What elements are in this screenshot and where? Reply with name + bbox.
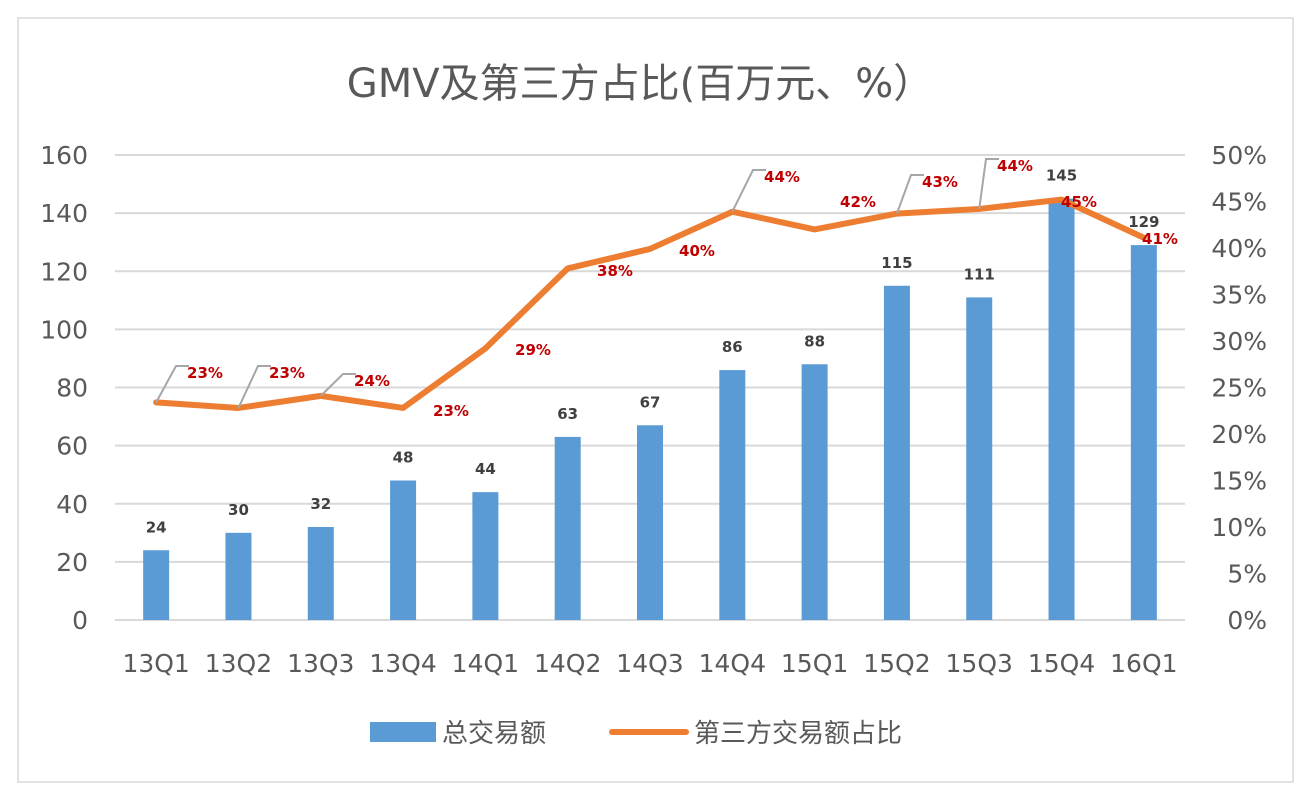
y-left-tick-label: 0 [72,606,88,635]
bar-data-label: 111 [964,265,995,283]
bar [307,527,334,620]
line-data-label: 38% [597,262,633,280]
bar-data-label: 86 [722,338,743,356]
bar [390,480,417,620]
x-tick-label: 14Q1 [452,649,519,678]
y-left-tick-label: 80 [56,374,88,403]
legend-line-label: 第三方交易额占比 [694,719,902,749]
leader-line [320,373,356,397]
line-data-label: 41% [1142,230,1178,248]
x-tick-label: 14Q3 [616,649,683,678]
bar-data-label: 67 [640,393,661,411]
bar [719,370,746,620]
bar-data-label: 32 [310,495,331,513]
line-data-label: 40% [679,242,715,260]
x-tick-label: 13Q4 [369,649,436,678]
line-data-label: 44% [997,157,1033,175]
line-data-label: 24% [354,372,390,390]
y-right-tick-label: 25% [1211,374,1267,403]
y-right-tick-label: 15% [1211,467,1267,496]
y-right-tick-label: 50% [1211,141,1267,170]
bar-data-label: 24 [146,518,167,536]
line-data-label: 42% [840,193,876,211]
bar [966,297,993,620]
x-tick-label: 16Q1 [1110,649,1177,678]
line-data-label: 23% [269,364,305,382]
y-left-tick-label: 40 [56,490,88,519]
leader-line [237,365,271,409]
line-data-label: 23% [187,364,223,382]
x-tick-label: 15Q3 [946,649,1013,678]
bar [883,285,910,620]
y-right-tick-label: 30% [1211,327,1267,356]
line-data-label: 44% [764,168,800,186]
y-left-tick-label: 60 [56,432,88,461]
y-right-tick-label: 20% [1211,420,1267,449]
y-right-tick-label: 40% [1211,234,1267,263]
line-data-label: 29% [515,341,551,359]
legend-bar-label: 总交易额 [442,719,546,749]
leader-line [895,174,924,214]
bar-data-label: 48 [393,449,414,467]
y-left-tick-label: 20 [56,548,88,577]
bar-data-label: 129 [1128,213,1159,231]
x-tick-label: 14Q2 [534,649,601,678]
x-tick-label: 15Q1 [781,649,848,678]
bar [1130,245,1157,620]
x-tick-label: 13Q1 [122,649,189,678]
x-tick-label: 13Q3 [287,649,354,678]
y-left-tick-label: 140 [40,199,88,228]
line-data-label: 43% [922,173,958,191]
chart-title: GMV及第三方占比(百万元、%） [347,61,933,107]
y-right-tick-label: 5% [1227,560,1267,589]
bar [1048,198,1075,620]
bar [637,425,663,620]
bar [472,492,499,620]
x-tick-label: 15Q2 [863,649,930,678]
y-right-tick-label: 10% [1211,513,1267,542]
y-left-tick-label: 120 [40,257,88,286]
bar-data-label: 115 [881,254,912,272]
bar [143,550,170,620]
y-left-tick-label: 160 [40,141,88,170]
leader-line [731,169,766,213]
y-left-tick-label: 100 [40,315,88,344]
x-tick-label: 15Q4 [1028,649,1095,678]
chart-frame [17,17,1294,783]
bar-data-label: 63 [557,405,578,423]
bar-data-label: 44 [475,460,496,478]
line-data-label: 45% [1061,193,1097,211]
bar-data-label: 88 [804,332,825,350]
y-right-tick-label: 45% [1211,188,1267,217]
bar [554,436,581,620]
x-tick-label: 14Q4 [699,649,766,678]
leader-line [978,158,999,210]
bar [225,532,252,620]
x-tick-label: 13Q2 [205,649,272,678]
legend-bar-swatch [370,722,436,742]
line-data-label: 23% [433,402,469,420]
bar-data-label: 30 [228,501,249,519]
bar [801,364,828,620]
y-right-tick-label: 0% [1227,606,1267,635]
leader-line [155,365,189,403]
bar-data-label: 145 [1046,167,1077,185]
y-right-tick-label: 35% [1211,281,1267,310]
